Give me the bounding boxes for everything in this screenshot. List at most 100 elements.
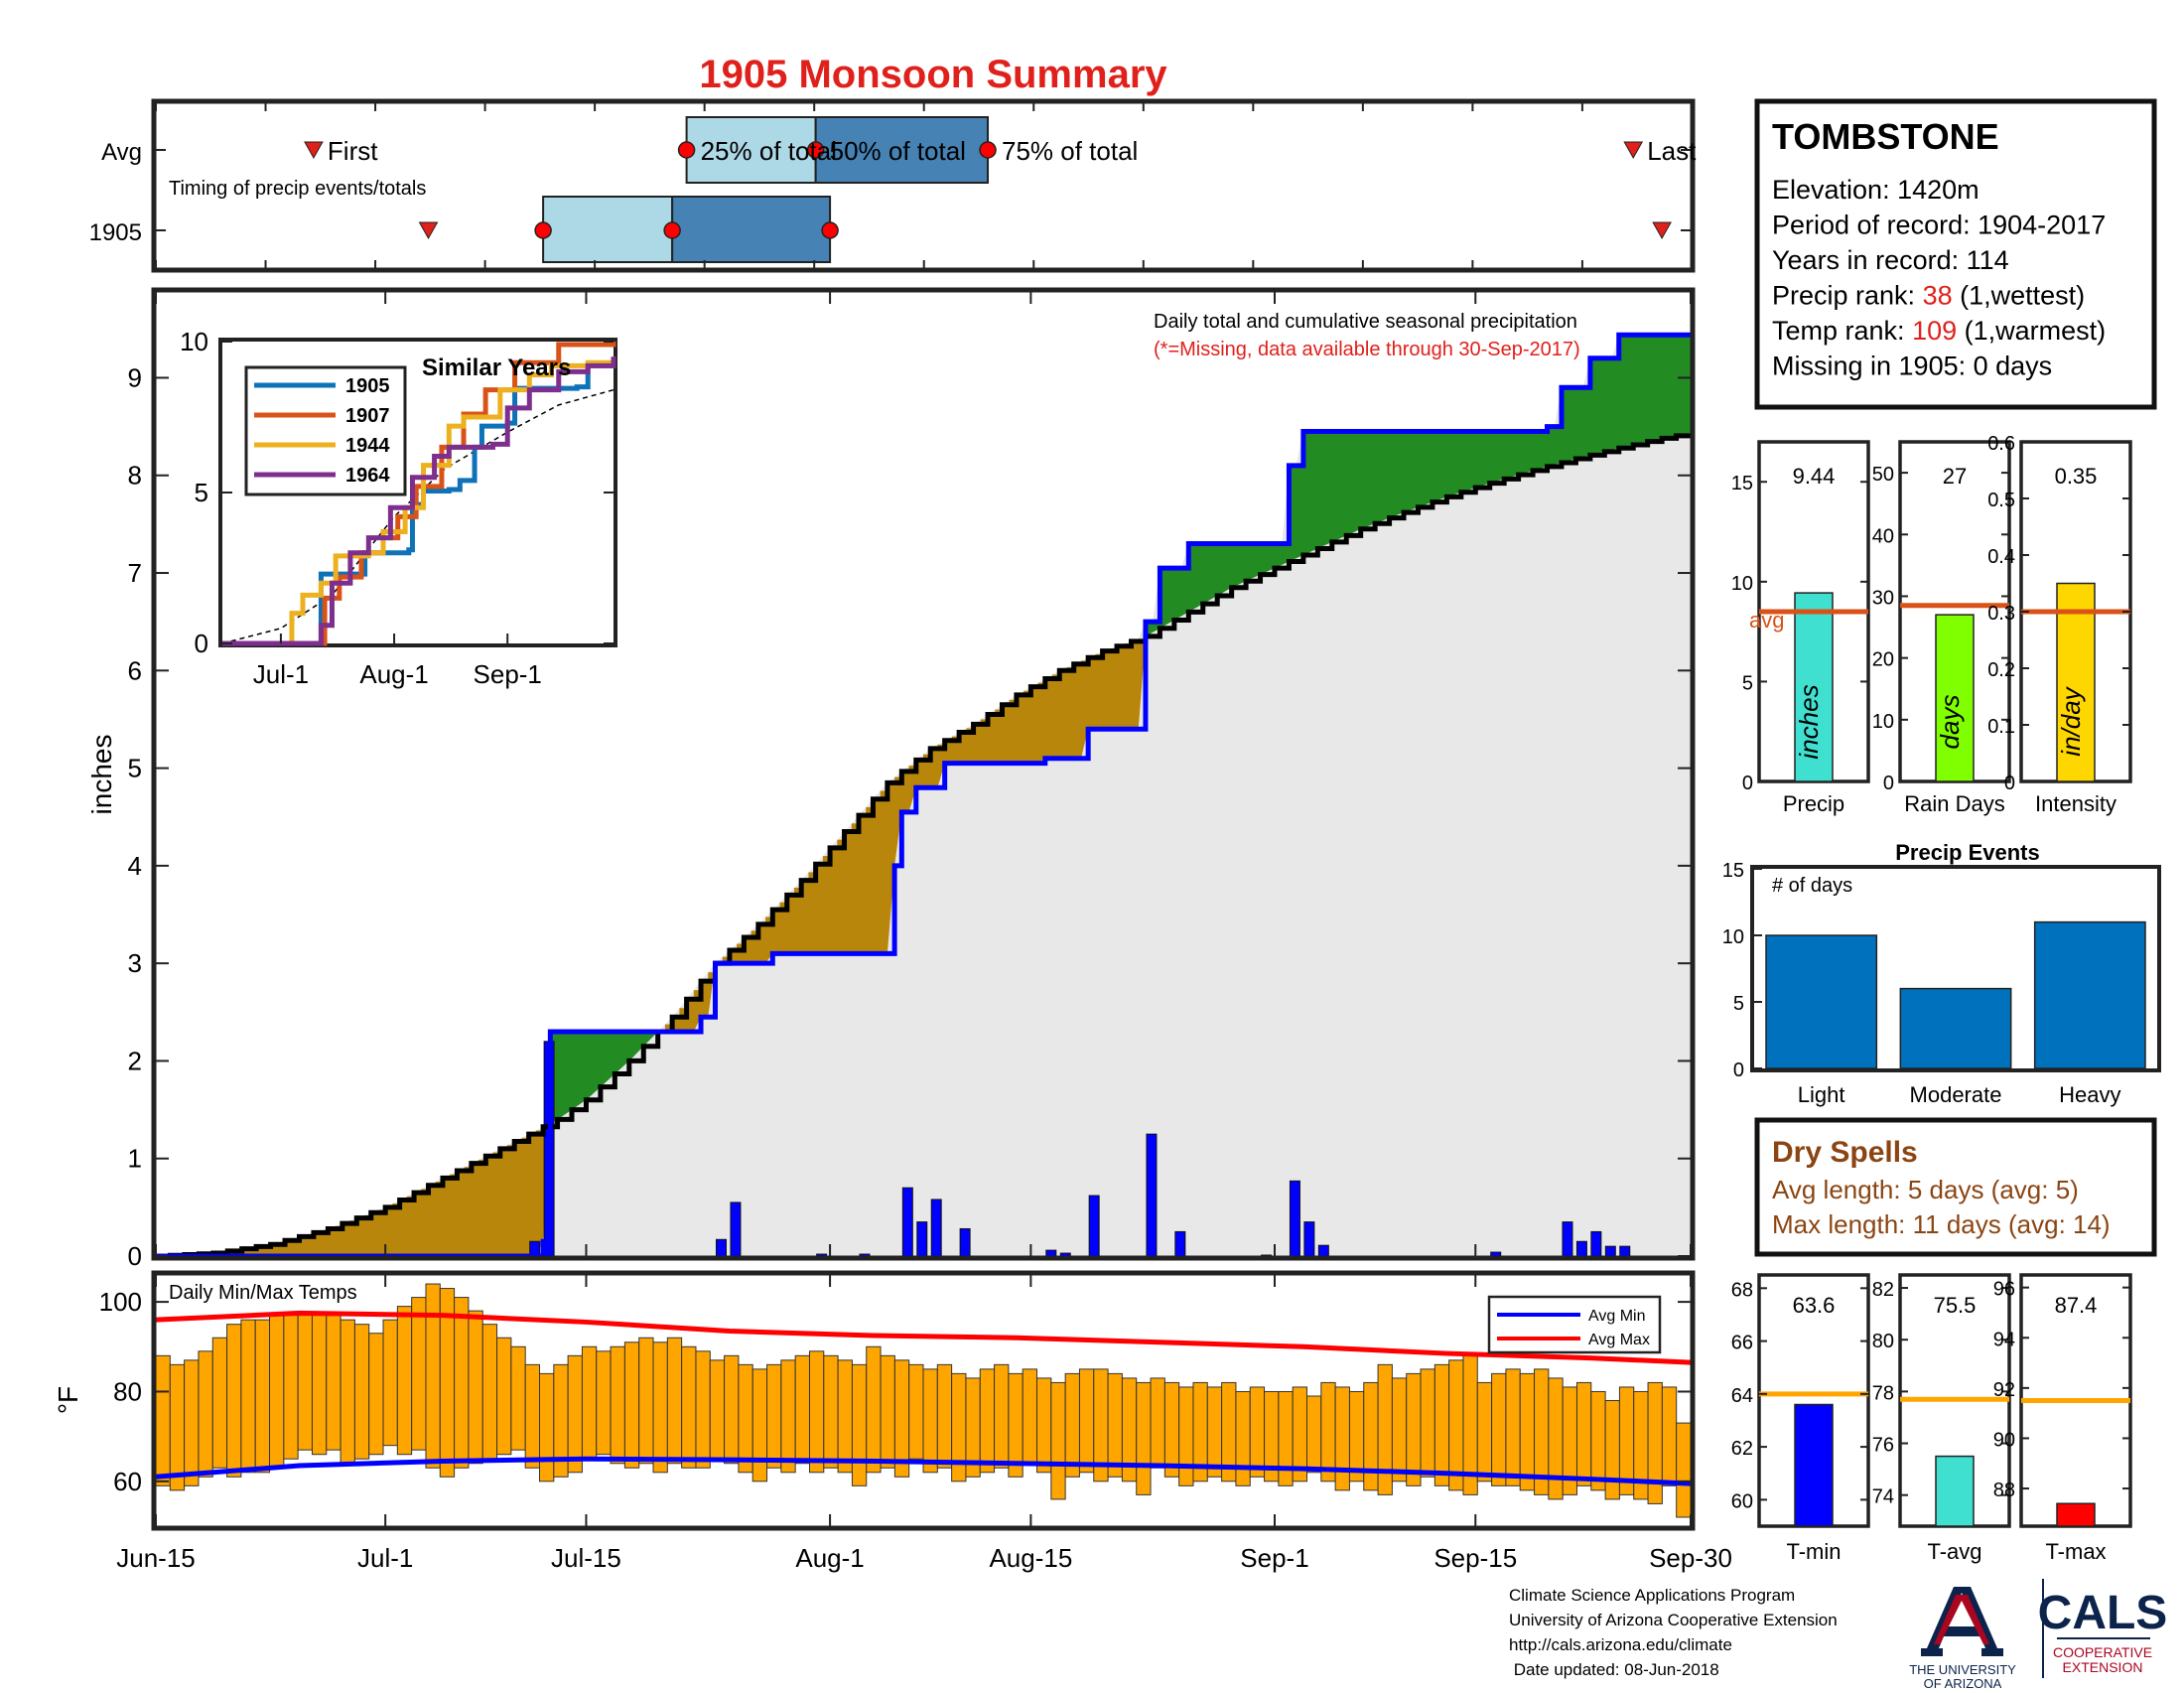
dry-area-segment [830,847,838,954]
panel-tick-label: 0 [1883,773,1894,794]
dry-area-segment [485,1156,494,1256]
wet-area-segment [1582,387,1591,458]
temps-legend: Avg Min Avg Max [1487,1295,1662,1354]
dry-area-segment [951,736,960,764]
dry-area-segment [995,709,1004,764]
timing-marker-p25-1 [534,221,552,239]
daily-temp-bar [1178,1386,1194,1486]
timing-triangle-first-0 [304,141,324,160]
daily-temp-bar [1278,1390,1294,1486]
panel-tick-label: 0.2 [1987,659,2015,681]
daily-temp-bar [198,1350,213,1478]
dry-area-segment [263,1245,272,1256]
station-line-label: Period of record: 1904-2017 [1772,211,2106,240]
wet-area-segment [1282,543,1291,565]
dry-area-segment [851,823,860,954]
dry-area-segment [227,1250,236,1256]
panel-unit-1: days [1935,695,1965,750]
panel-tick-label: 40 [1872,525,1894,547]
dry-area-segment [930,748,939,788]
y-tick-label: 7 [128,558,142,588]
wet-area-segment [1274,543,1283,569]
timing-marker-p50-1 [663,221,681,239]
panel-tick-label: 92 [1993,1379,2015,1401]
daily-temp-bar [866,1345,882,1474]
daily-temp-bar [1036,1377,1052,1474]
wet-area-segment [1353,431,1362,533]
station-rank-suffix: (1,warmest) [1957,316,2106,346]
wet-area-segment [1224,543,1233,592]
similar-years-line-1944 [222,356,616,646]
wet-area-segment [1267,543,1276,572]
timing-panel: Avg 1905 Timing of precip events/totals … [89,98,1697,273]
daily-precip-bar [930,1199,942,1257]
footer: Climate Science Applications Program Uni… [1509,1586,1838,1679]
daily-temp-bar [1676,1422,1692,1518]
dry-area-segment [915,760,924,788]
dry-area-segment [306,1234,315,1256]
dry-area-segment [1059,670,1068,759]
legend-avg-min: Avg Min [1588,1308,1646,1325]
panel-tick-label: 0 [1742,773,1753,794]
panel-avg-label-0: avg [1749,608,1784,633]
daily-precip-bar [959,1227,971,1257]
daily-temp-bar [269,1315,285,1469]
precip-events-y-label: # of days [1772,875,1852,897]
wet-area-segment [1547,426,1556,467]
daily-temp-bar [1206,1386,1223,1478]
panel-tick-label: 5 [1742,672,1753,694]
wet-area-segment [1496,431,1505,482]
dry-area-segment [966,728,975,764]
legend-label-1964: 1964 [345,465,390,487]
footer-line-3: http://cals.arizona.edu/climate [1509,1635,1732,1654]
dry-area-segment [435,1182,444,1256]
daily-precip-bar [1317,1244,1329,1257]
wet-area-segment [1446,431,1455,497]
timing-box-upper-1 [671,196,832,263]
daily-temp-bar [908,1363,924,1460]
dry-area-segment [356,1217,365,1256]
wet-area-segment [621,1031,630,1067]
wet-area-segment [1289,465,1297,562]
dry-area-segment [392,1203,401,1256]
panel-tick-label: 0.5 [1987,490,2015,511]
daily-temp-bar [311,1315,328,1456]
dry-area-segment [464,1167,473,1256]
daily-precip-bar [715,1238,727,1257]
daily-temp-bar [823,1354,839,1469]
panel-tick-label: 10 [1872,711,1894,733]
dry-area-segment [901,771,910,812]
panel-tick-label: 10 [1731,573,1753,595]
wet-area-segment [1310,431,1318,552]
x-tick-label: Sep-15 [1433,1543,1517,1573]
dry-area-segment [866,806,875,954]
inset-y-tick-label: 0 [195,629,208,658]
wet-area-segment [1396,431,1405,515]
wet-area-segment [1217,543,1226,596]
cals-logo-text: CALS [2038,1587,2168,1639]
x-tick-label: Sep-1 [1240,1543,1308,1573]
daily-temp-bar [1363,1381,1379,1491]
avg-max-line [155,1310,1692,1365]
panel-tick-label: 0.1 [1987,716,2015,738]
cals-sub-1: COOPERATIVE [2053,1644,2152,1660]
wet-area-segment [1432,431,1440,502]
dry-area-segment [1016,694,1024,764]
daily-temp-bar [1163,1381,1180,1478]
daily-temp-bar [340,1319,355,1465]
wet-area-segment [1611,357,1620,451]
footer-line-2: University of Arizona Cooperative Extens… [1509,1611,1838,1629]
precip-event-label: Heavy [2059,1082,2120,1107]
dry-area-segment [751,930,759,964]
dry-area-segment [514,1141,523,1256]
timing-label-first: First [328,136,378,166]
dry-area-segment [248,1247,257,1256]
events-tick-label: 0 [1733,1059,1744,1081]
panel-category-0: T-min [1787,1539,1842,1564]
daily-precip-bar [1604,1245,1616,1257]
dry-area-segment [937,744,946,788]
daily-temp-bar [1078,1368,1095,1474]
daily-precip-bar [916,1221,928,1257]
dry-area-segment [923,754,931,788]
daily-precip-bar [1490,1251,1502,1257]
